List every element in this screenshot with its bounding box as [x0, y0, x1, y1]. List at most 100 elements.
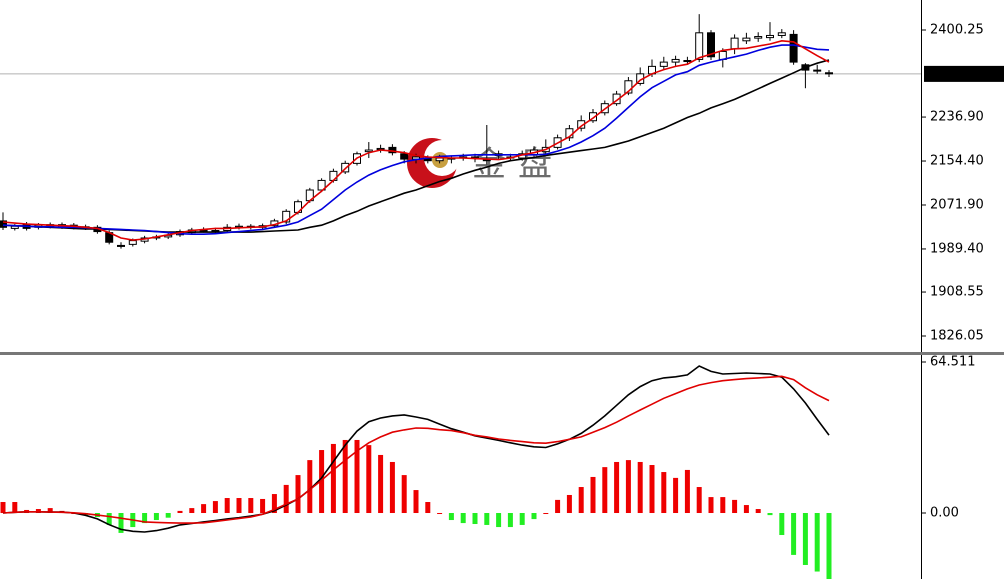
histogram-bar [378, 454, 384, 514]
histogram-bar [319, 450, 325, 514]
y-tick-label: 2154.40 [930, 154, 984, 169]
histogram-bar [496, 513, 502, 528]
histogram-bar [142, 513, 148, 524]
histogram-bar [212, 501, 218, 514]
histogram-bar [460, 513, 466, 524]
histogram-bar [106, 513, 112, 525]
candle-body [825, 72, 833, 75]
candle-body [754, 36, 763, 39]
moving-average [2, 39, 830, 241]
histogram-bar [720, 497, 726, 514]
histogram-bar [307, 460, 313, 514]
histogram-bar [661, 472, 667, 514]
histogram-bar [472, 513, 478, 525]
price-label: 2317.90 [928, 67, 982, 82]
y-tick-label: 64.511 [930, 354, 976, 369]
histogram-bar [224, 498, 230, 514]
histogram-bar [614, 461, 620, 514]
candle-body [0, 220, 7, 228]
candle-body [707, 32, 715, 58]
histogram-bar [448, 513, 454, 521]
candle-body [364, 149, 373, 153]
histogram-bar [0, 502, 6, 514]
histogram-bar [413, 490, 419, 514]
histogram-bar [12, 502, 18, 514]
histogram-bar [401, 475, 407, 514]
candle-body [128, 240, 137, 245]
candle-body [659, 61, 668, 67]
histogram-bar [555, 499, 561, 514]
histogram-bar [189, 508, 195, 514]
histogram-bar [201, 504, 207, 514]
histogram-bar [578, 487, 584, 514]
histogram-bar [732, 499, 738, 514]
watermark: 金 盘 [407, 138, 552, 188]
y-tick-label: 0.00 [930, 506, 959, 521]
candle-body [742, 37, 751, 42]
histogram-bar [743, 505, 749, 514]
histogram-bar [283, 484, 289, 514]
histogram-bar [330, 443, 336, 514]
histogram-bar [366, 445, 372, 514]
histogram-bar [437, 513, 443, 515]
histogram-bar [791, 513, 797, 555]
histogram-bar [602, 467, 608, 514]
histogram-bar [260, 498, 266, 514]
histogram-bar [236, 498, 242, 514]
histogram-bar [425, 502, 431, 514]
histogram-bar [177, 510, 183, 514]
candle-body [671, 58, 680, 63]
histogram-bar [814, 513, 820, 572]
candle-body [612, 93, 621, 105]
histogram-bar [248, 498, 254, 514]
candle-body [435, 157, 444, 162]
histogram-bar [153, 513, 159, 521]
histogram-bar [708, 497, 714, 514]
candle-body [117, 244, 125, 247]
histogram-bar [484, 513, 490, 525]
candle-body [766, 34, 774, 39]
histogram-bar [673, 477, 679, 514]
histogram-bar [625, 460, 631, 514]
histogram-bar [165, 513, 171, 518]
watermark-text: 金 [472, 145, 506, 185]
y-tick-label: 2400.25 [930, 23, 984, 38]
moving-average [2, 44, 830, 235]
candle-body [813, 69, 822, 72]
candle-body [695, 32, 704, 60]
histogram-bar [637, 461, 643, 514]
candle-body [683, 60, 692, 63]
macd-line [2, 365, 830, 533]
histogram-bar [566, 494, 572, 514]
histogram-bar [342, 439, 348, 514]
histogram-bar [354, 439, 360, 514]
y-tick-label: 1908.55 [930, 285, 984, 300]
histogram-bar [389, 461, 395, 514]
y-tick-label: 2071.90 [930, 197, 984, 212]
histogram-bar [47, 508, 53, 514]
histogram-bar [543, 513, 549, 515]
y-tick-label: 1826.05 [930, 329, 984, 344]
histogram-bar [507, 513, 513, 528]
y-tick-label: 1989.40 [930, 241, 984, 256]
histogram-bar [295, 475, 301, 514]
histogram-bar [802, 513, 808, 565]
histogram-bar [755, 509, 761, 514]
price-box [924, 65, 1004, 82]
candle-body [400, 153, 409, 160]
candle-body [589, 112, 597, 122]
histogram-bar [767, 513, 773, 516]
candle-body [730, 37, 739, 50]
candle-body [624, 80, 633, 94]
y-tick-label: 2236.90 [930, 110, 984, 125]
histogram-bar [696, 487, 702, 514]
histogram-bar [779, 513, 785, 536]
histogram-bar [590, 476, 596, 514]
candle-body [777, 32, 786, 36]
histogram-bar [271, 494, 277, 514]
candle-body [317, 179, 326, 191]
histogram-bar [684, 469, 690, 514]
histogram-bar [531, 513, 537, 520]
